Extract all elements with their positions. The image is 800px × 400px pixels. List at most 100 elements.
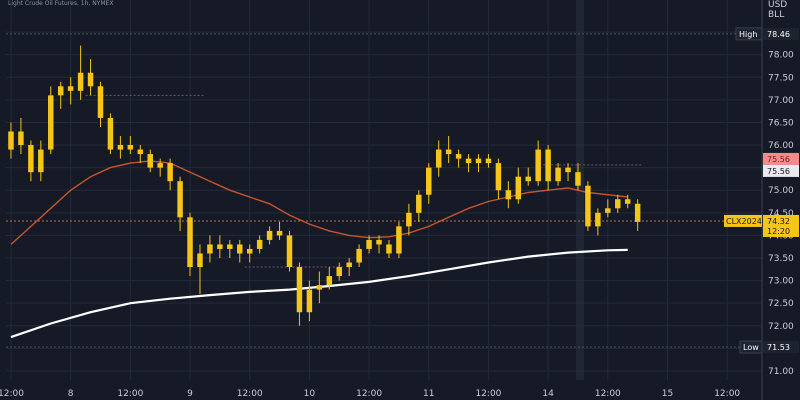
candle-body xyxy=(197,253,203,268)
price-badges: 78.46 High 71.53 Low 75.56 75.56 CLX2024 74.321… xyxy=(6,27,799,354)
candle-body xyxy=(386,244,392,254)
chart-title: Light Crude Oil Futures, 1h, NYMEX xyxy=(8,0,114,7)
candle-body xyxy=(87,72,94,87)
candles xyxy=(8,45,641,326)
y-tick-label: 71.00 xyxy=(768,367,794,377)
currency-label: USD xyxy=(768,0,787,10)
candle-body xyxy=(18,131,24,146)
y-tick-label: 74.50 xyxy=(768,209,794,219)
y-tick-label: 72.00 xyxy=(768,322,794,332)
candle-body xyxy=(615,199,621,209)
candle-body xyxy=(426,167,432,195)
candle-body xyxy=(555,167,561,182)
unit-label: BLL xyxy=(768,10,784,20)
candle-body xyxy=(535,149,541,182)
candle-body xyxy=(217,244,223,249)
candle-body xyxy=(296,267,303,313)
x-tick-label: 12:00 xyxy=(356,389,382,399)
y-tick-label: 73.50 xyxy=(768,254,794,264)
candle-body xyxy=(326,276,333,286)
candle-body xyxy=(306,289,313,313)
candle-body xyxy=(227,244,233,249)
candle-body xyxy=(376,239,382,245)
candle-body xyxy=(167,163,173,182)
candle-body xyxy=(8,131,14,150)
low-name: Low xyxy=(743,343,759,352)
candle-body xyxy=(575,172,581,186)
candle-body xyxy=(127,145,134,150)
high-badge-value: 78.46 xyxy=(767,30,790,39)
candle-body xyxy=(336,267,342,277)
y-tick-label: 76.00 xyxy=(768,141,794,151)
candle-body xyxy=(605,208,611,213)
candle-body xyxy=(137,149,144,155)
countdown-value: 12:20 xyxy=(767,227,790,236)
candle-body xyxy=(187,217,193,268)
candle-body xyxy=(624,199,631,204)
x-tick-label: 12:00 xyxy=(237,389,263,399)
candle-body xyxy=(207,244,213,254)
candle-body xyxy=(157,163,163,168)
x-tick-label: 12:00 xyxy=(0,389,24,399)
candle-body xyxy=(485,158,492,164)
candle-body xyxy=(435,149,442,168)
candle-body xyxy=(525,176,531,182)
candle-body xyxy=(396,226,402,254)
short-moving-average xyxy=(10,160,628,245)
dashed-levels xyxy=(85,94,643,268)
x-tick-label: 15 xyxy=(662,389,673,399)
y-tick-label: 72.50 xyxy=(768,299,794,309)
current-price-bg xyxy=(763,214,799,237)
candle-body xyxy=(256,239,263,249)
high-badge-bg xyxy=(763,27,799,40)
candle-body xyxy=(595,212,601,227)
candle-body xyxy=(67,86,74,91)
candle-body xyxy=(177,181,183,218)
candle-body xyxy=(48,95,54,150)
candle-body xyxy=(286,235,293,268)
candle-body xyxy=(57,86,64,96)
time-axis[interactable]: 12:00 8 12:00 9 12:00 10 12:00 11 12:00 14 12:00 15… xyxy=(0,389,740,399)
candle-body xyxy=(356,248,362,263)
x-tick-label: 12:00 xyxy=(117,389,143,399)
candle-body xyxy=(346,262,352,268)
candle-body xyxy=(545,149,551,182)
red-price-value: 75.56 xyxy=(767,155,790,164)
candle-body xyxy=(117,145,124,150)
x-tick-label: 12:00 xyxy=(475,389,501,399)
symbol-badge: CLX2024 xyxy=(726,217,762,226)
candle-body xyxy=(515,176,522,200)
x-tick-label: 14 xyxy=(542,389,554,399)
x-tick-label: 10 xyxy=(304,389,316,399)
candle-body xyxy=(634,203,641,222)
current-price-value: 74.32 xyxy=(767,217,790,226)
x-tick-label: 9 xyxy=(187,389,193,399)
candle-body xyxy=(416,194,422,213)
high-name: High xyxy=(739,30,757,39)
x-tick-label: 8 xyxy=(68,389,74,399)
candle-body xyxy=(366,239,372,249)
candle-body xyxy=(406,212,412,227)
y-tick-label: 73.00 xyxy=(768,277,794,287)
low-badge-value: 71.53 xyxy=(767,343,790,352)
candle-body xyxy=(505,190,512,200)
candle-body xyxy=(97,86,104,118)
candle-body xyxy=(28,145,34,173)
x-tick-label: 12:00 xyxy=(714,389,740,399)
x-tick-label: 12:00 xyxy=(595,389,621,399)
dark-price-value: 75.56 xyxy=(767,167,790,176)
candle-body xyxy=(276,230,283,236)
candle-body xyxy=(147,154,153,168)
candle-body xyxy=(77,72,84,91)
candle-body xyxy=(266,230,273,240)
y-tick-label: 76.50 xyxy=(768,118,794,128)
dark-price-bg xyxy=(763,164,799,177)
candle-body xyxy=(316,285,323,290)
candle-body xyxy=(246,248,253,254)
symbol-badge-bg xyxy=(724,214,762,227)
candle-body xyxy=(237,244,243,254)
x-tick-label: 11 xyxy=(423,389,434,399)
candle-body xyxy=(445,149,452,155)
